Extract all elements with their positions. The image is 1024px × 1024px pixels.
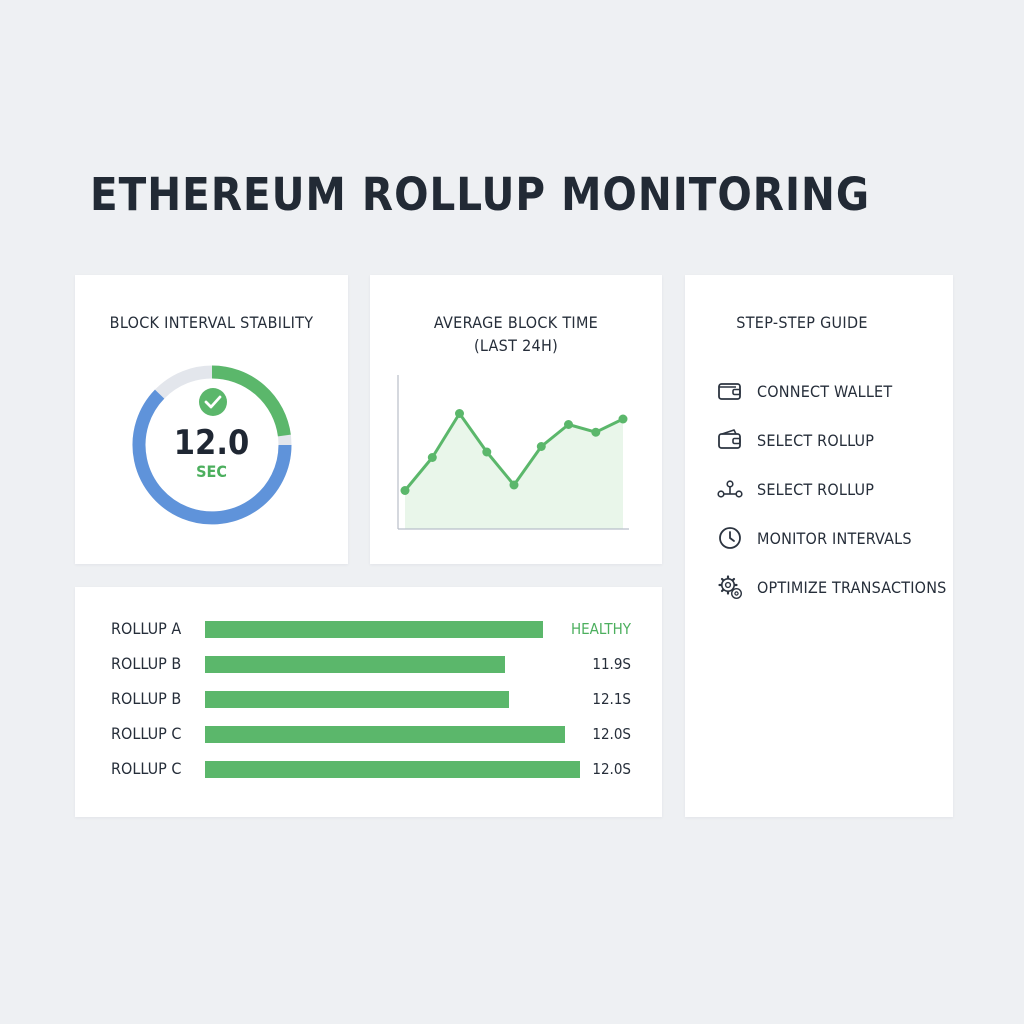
gauge-blue-arc bbox=[132, 389, 292, 525]
wallet-icon bbox=[718, 383, 741, 400]
chart-data-point bbox=[536, 442, 546, 451]
chart-data-point bbox=[400, 486, 410, 495]
average-card-title: AVERAGE BLOCK TIME bbox=[433, 313, 599, 332]
gauge-unit: SEC bbox=[196, 462, 227, 481]
rollup-bar-track bbox=[205, 656, 580, 673]
guide-step-label: SELECT ROLLUP bbox=[757, 479, 875, 499]
guide-step-monitor-intervals[interactable]: MONITOR INTERVALS bbox=[717, 523, 947, 553]
stability-gauge bbox=[132, 365, 292, 525]
rollup-bar bbox=[205, 726, 565, 743]
rollup-bar bbox=[205, 761, 580, 778]
rollup-bar bbox=[205, 621, 543, 638]
wallet-icon bbox=[718, 429, 741, 449]
rollup-name: ROLLUP B bbox=[111, 654, 182, 673]
chart-data-point bbox=[427, 453, 437, 462]
rollup-status: 11.9S bbox=[592, 655, 631, 673]
gauge-value: 12.0 bbox=[173, 423, 250, 463]
rollup-status: HEALTHY bbox=[571, 620, 631, 638]
average-block-time-card: AVERAGE BLOCK TIME (LAST 24H) bbox=[370, 275, 662, 564]
check-circle-icon bbox=[199, 388, 227, 416]
rollup-bar bbox=[205, 691, 509, 708]
page-title: ETHEREUM ROLLUP MONITORING bbox=[90, 168, 871, 221]
rollup-row: ROLLUP A HEALTHY bbox=[75, 619, 662, 639]
rollup-bar-track bbox=[205, 621, 580, 638]
rollup-name: ROLLUP A bbox=[111, 619, 182, 638]
chart-area-fill bbox=[405, 413, 623, 529]
rollup-row: ROLLUP C 12.0S bbox=[75, 759, 662, 779]
rollup-bar-track bbox=[205, 691, 580, 708]
guide-step-label: MONITOR INTERVALS bbox=[757, 528, 912, 548]
chart-points bbox=[400, 409, 628, 495]
guide-step-select-rollup[interactable]: SELECT ROLLUP bbox=[717, 425, 947, 455]
rollup-status: 12.0S bbox=[592, 725, 631, 743]
average-card-subtitle: (LAST 24H) bbox=[473, 336, 559, 355]
rollup-status-card: ROLLUP A HEALTHY ROLLUP B 11.9S ROLLUP B… bbox=[75, 587, 662, 817]
rollup-name: ROLLUP B bbox=[111, 689, 182, 708]
gauge-green-arc bbox=[211, 365, 291, 437]
guide-step-select-rollup-network[interactable]: SELECT ROLLUP bbox=[717, 474, 947, 504]
step-guide-card: STEP-STEP GUIDE CONNECT WALLET SELECT RO… bbox=[685, 275, 953, 817]
rollup-row: ROLLUP B 11.9S bbox=[75, 654, 662, 674]
chart-data-point bbox=[564, 420, 573, 429]
network-nodes-icon bbox=[717, 480, 743, 498]
rollup-row: ROLLUP B 12.1S bbox=[75, 689, 662, 709]
guide-step-label: CONNECT WALLET bbox=[757, 381, 893, 401]
rollup-name: ROLLUP C bbox=[111, 759, 182, 778]
rollup-status: 12.0S bbox=[592, 760, 631, 778]
gear-icon bbox=[718, 575, 743, 600]
guide-card-title: STEP-STEP GUIDE bbox=[736, 313, 868, 332]
rollup-bar-track bbox=[205, 726, 580, 743]
block-interval-stability-card: BLOCK INTERVAL STABILITY 12.0 SEC bbox=[75, 275, 348, 564]
rollup-status: 12.1S bbox=[592, 690, 631, 708]
clock-icon bbox=[719, 527, 741, 549]
chart-data-point bbox=[591, 427, 601, 437]
chart-data-point bbox=[618, 414, 628, 424]
chart-data-point bbox=[455, 409, 464, 418]
stability-card-title: BLOCK INTERVAL STABILITY bbox=[109, 313, 314, 332]
guide-step-connect-wallet[interactable]: CONNECT WALLET bbox=[717, 376, 947, 406]
chart-data-point bbox=[509, 480, 519, 490]
guide-step-label: SELECT ROLLUP bbox=[757, 430, 875, 450]
rollup-name: ROLLUP C bbox=[111, 724, 182, 743]
rollup-bar-track bbox=[205, 761, 580, 778]
guide-step-label: OPTIMIZE TRANSACTIONS bbox=[757, 577, 947, 597]
rollup-row: ROLLUP C 12.0S bbox=[75, 724, 662, 744]
average-block-time-chart bbox=[397, 375, 629, 530]
guide-step-optimize-transactions[interactable]: OPTIMIZE TRANSACTIONS bbox=[717, 572, 947, 602]
chart-data-point bbox=[482, 447, 492, 457]
rollup-bar bbox=[205, 656, 505, 673]
